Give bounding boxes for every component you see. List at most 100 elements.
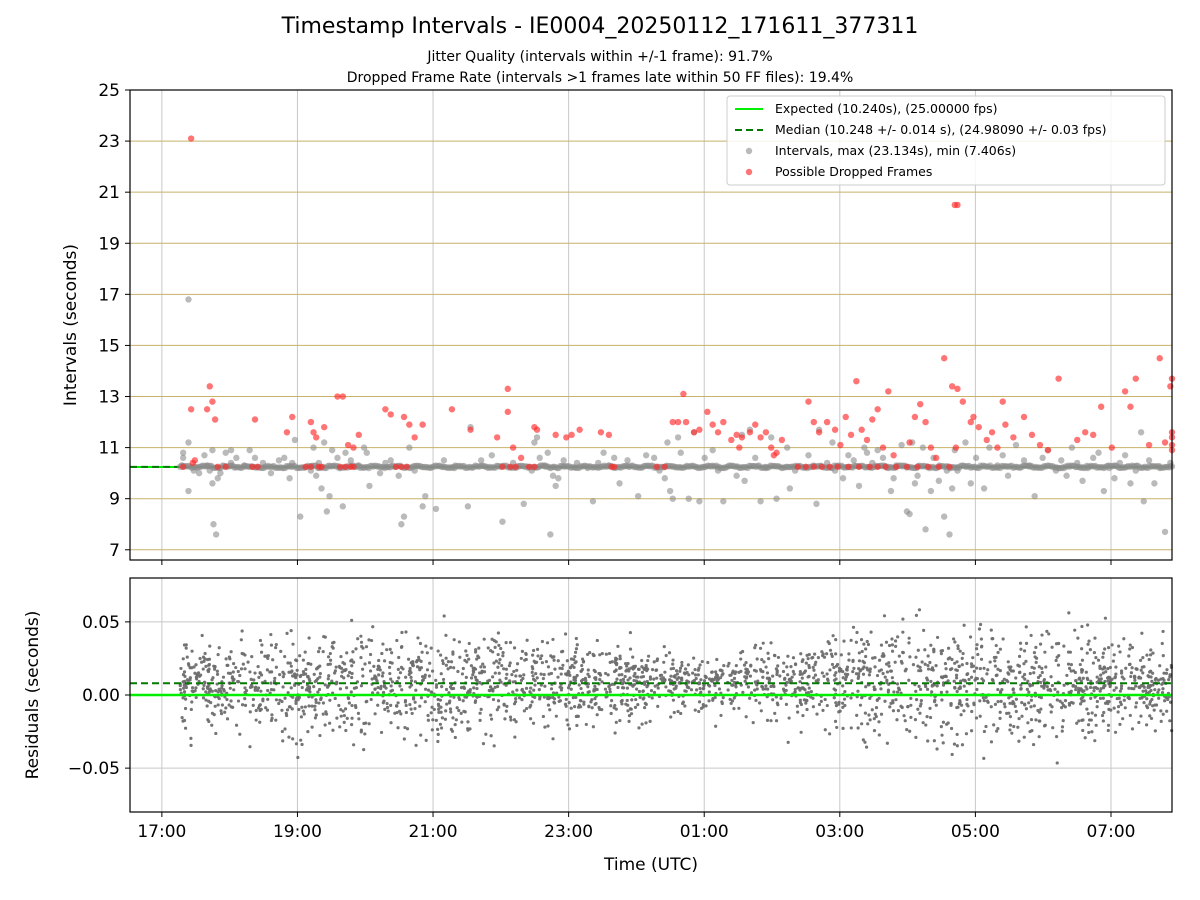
residual-point xyxy=(873,665,877,669)
residual-point xyxy=(958,701,962,706)
residual-point xyxy=(426,688,431,692)
bottom-y-tick-label: 0.05 xyxy=(82,613,120,633)
dropped-frame-point xyxy=(983,436,990,444)
residual-point xyxy=(502,667,506,671)
residual-point xyxy=(726,664,730,668)
residual-point xyxy=(574,636,578,641)
interval-point xyxy=(360,444,368,451)
residual-point xyxy=(834,638,838,642)
dropped-frame-point xyxy=(342,463,349,470)
residual-point xyxy=(504,676,508,680)
dropped-frame-point xyxy=(406,421,413,428)
residual-point xyxy=(382,659,387,663)
residual-point xyxy=(655,658,659,663)
residual-point xyxy=(828,668,832,672)
dropped-frame-point xyxy=(310,429,317,436)
residual-point xyxy=(753,688,757,692)
top-y-tick-label: 19 xyxy=(98,234,120,254)
residual-point xyxy=(968,635,973,639)
residual-point xyxy=(369,638,374,643)
residual-point xyxy=(261,699,265,703)
residual-point xyxy=(598,677,602,682)
residual-point xyxy=(702,679,707,683)
residual-point xyxy=(844,677,848,682)
residual-point xyxy=(444,633,448,637)
residual-point xyxy=(473,650,478,654)
residual-point xyxy=(861,659,865,664)
residual-point xyxy=(835,725,839,730)
residual-point xyxy=(270,713,274,717)
residual-point xyxy=(1019,683,1023,687)
residual-point xyxy=(624,669,628,673)
residual-point xyxy=(1161,712,1165,716)
residual-point xyxy=(395,710,399,715)
residual-point xyxy=(303,705,307,709)
residual-point xyxy=(457,640,462,644)
residual-point xyxy=(1037,719,1041,723)
residual-point xyxy=(406,657,411,661)
residual-point xyxy=(928,715,933,720)
residual-point xyxy=(1139,676,1143,680)
residual-point xyxy=(437,707,441,711)
residual-point xyxy=(854,672,859,676)
residual-point xyxy=(615,661,619,665)
residual-point xyxy=(414,743,418,747)
residual-point xyxy=(1012,691,1016,695)
residual-point xyxy=(645,685,649,689)
residual-point xyxy=(996,726,1000,731)
residual-point xyxy=(833,688,838,692)
residual-point xyxy=(551,637,555,642)
interval-point xyxy=(616,480,623,487)
interval-point xyxy=(650,454,658,462)
residual-point xyxy=(243,703,248,708)
residual-point xyxy=(441,659,445,663)
residual-point xyxy=(907,641,911,645)
residual-point xyxy=(1029,718,1034,722)
residual-point xyxy=(748,674,753,678)
residual-point xyxy=(1098,677,1102,681)
residual-point xyxy=(1148,714,1152,718)
residual-point xyxy=(362,721,366,726)
interval-point xyxy=(720,498,727,505)
interval-point xyxy=(898,441,905,449)
residual-point xyxy=(446,660,451,664)
residual-point xyxy=(1022,649,1027,653)
residual-point xyxy=(575,643,579,647)
residual-point xyxy=(199,660,204,664)
residual-point xyxy=(759,709,763,713)
residual-point xyxy=(605,690,609,694)
dropped-frame-point xyxy=(334,393,341,400)
residual-point xyxy=(793,690,797,694)
residual-point xyxy=(796,686,800,690)
residual-point xyxy=(232,688,236,692)
residual-point xyxy=(778,674,782,678)
interval-point xyxy=(741,477,748,485)
residual-point xyxy=(1081,718,1085,722)
residual-point xyxy=(857,651,861,655)
residual-point xyxy=(923,662,927,666)
residual-point xyxy=(464,675,468,679)
residual-point xyxy=(955,668,959,673)
interval-point xyxy=(241,462,248,469)
interval-point xyxy=(922,526,929,533)
interval-point xyxy=(227,446,235,454)
residual-point xyxy=(579,699,583,703)
residual-point xyxy=(707,699,711,703)
residual-point xyxy=(908,655,912,659)
residual-point xyxy=(691,671,695,675)
residual-point xyxy=(1094,655,1098,660)
residual-point xyxy=(290,707,294,711)
residual-point xyxy=(258,638,263,643)
residual-point xyxy=(389,721,393,725)
residual-point xyxy=(539,672,543,676)
residual-point xyxy=(713,683,717,688)
residual-point xyxy=(381,690,386,695)
x-tick-label: 21:00 xyxy=(409,822,458,842)
interval-point xyxy=(642,452,650,459)
residual-point xyxy=(404,710,408,715)
residual-point xyxy=(254,708,258,713)
residual-point xyxy=(977,627,982,631)
dropped-frame-point xyxy=(847,431,855,439)
dropped-frame-point xyxy=(467,426,474,433)
residual-point xyxy=(1030,683,1035,687)
